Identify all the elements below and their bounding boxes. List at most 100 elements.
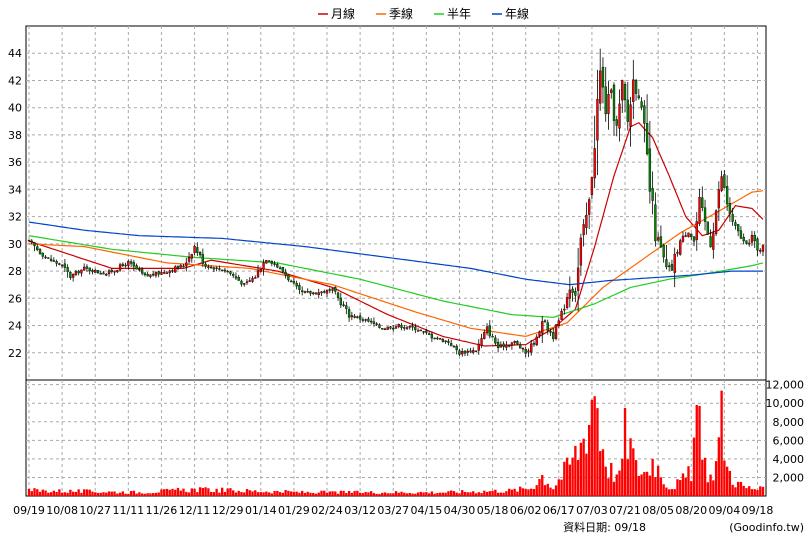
candle — [312, 291, 315, 296]
volume-bar — [367, 492, 370, 496]
candle — [687, 232, 690, 238]
candle — [55, 259, 58, 267]
candle — [165, 271, 169, 274]
volume-bar — [358, 492, 362, 496]
volume-bar — [621, 458, 624, 496]
candle — [725, 175, 729, 211]
x-tick-label: 04/30 — [444, 504, 476, 517]
volume-bar — [632, 448, 635, 496]
volume-bar — [687, 466, 690, 496]
volume-bar — [372, 493, 376, 496]
candle — [543, 319, 547, 324]
volume-bar — [571, 457, 574, 496]
price-tick-label: 42 — [8, 74, 22, 87]
volume-bar — [560, 479, 563, 496]
volume-bar — [190, 488, 193, 496]
candle — [306, 288, 309, 293]
candle — [207, 264, 210, 270]
volume-bar — [171, 488, 174, 496]
volume-bar — [193, 488, 196, 496]
volume-bar — [645, 471, 649, 496]
candle — [204, 261, 207, 269]
candle — [99, 270, 102, 275]
volume-bar — [698, 405, 701, 496]
candlesticks — [27, 48, 765, 358]
volume-bar — [187, 492, 191, 496]
candle — [739, 226, 743, 240]
volume-bar — [160, 489, 163, 496]
volume-bar — [49, 492, 53, 496]
volume-bar — [706, 482, 709, 496]
candle — [251, 275, 254, 283]
volume-bar — [347, 491, 351, 496]
candle — [386, 326, 389, 330]
candle — [182, 263, 185, 268]
legend-item-month: 月線 — [318, 6, 355, 21]
volume-bar — [146, 493, 149, 496]
volume-bar — [107, 491, 111, 496]
volume-bar — [163, 489, 166, 496]
candle — [698, 188, 701, 227]
volume-bar — [113, 491, 116, 496]
volume-bar — [703, 457, 707, 496]
volume-bar — [179, 490, 182, 496]
price-tick-label: 34 — [8, 183, 22, 196]
x-tick-label: 01/14 — [245, 504, 277, 517]
candle — [58, 262, 61, 266]
volume-bar — [381, 492, 384, 496]
volume-bar — [720, 390, 723, 496]
candle — [152, 271, 155, 277]
volume-bar — [480, 492, 483, 496]
volume-bar — [143, 493, 147, 496]
candle — [695, 212, 698, 251]
candle — [201, 248, 205, 268]
volume-bar — [99, 492, 102, 496]
x-tick-label: 03/12 — [344, 504, 376, 517]
candle — [220, 269, 224, 272]
volume-bar — [414, 493, 417, 496]
candle — [94, 268, 97, 273]
volume-bar — [530, 488, 533, 496]
candle — [433, 337, 436, 340]
candle — [350, 311, 354, 321]
volume-bar — [312, 492, 315, 496]
candle — [320, 291, 323, 296]
volume-bar — [339, 490, 342, 496]
candle — [273, 260, 276, 267]
candle — [113, 270, 116, 276]
candle — [502, 341, 505, 351]
candle — [607, 81, 610, 130]
volume-bar — [742, 485, 745, 496]
candle — [590, 176, 594, 200]
candle — [36, 244, 39, 252]
volume-bar — [430, 491, 434, 496]
volume-bar — [458, 493, 461, 496]
candle — [411, 322, 414, 331]
volume-bar — [157, 492, 160, 496]
volume-bar — [565, 457, 569, 496]
candle — [483, 329, 486, 340]
candle — [425, 329, 428, 335]
volume-bar — [174, 489, 177, 496]
candle — [645, 94, 649, 156]
x-tick-label: 01/29 — [278, 504, 310, 517]
price-tick-label: 32 — [8, 211, 22, 224]
volume-bar — [105, 492, 108, 496]
candle — [30, 239, 33, 245]
candle — [196, 242, 199, 257]
candle — [38, 248, 42, 255]
candle — [679, 238, 682, 256]
x-tick-label: 10/27 — [79, 504, 111, 517]
candle — [345, 301, 348, 315]
volume-bar — [474, 493, 478, 496]
candle — [157, 270, 160, 278]
candle — [262, 259, 265, 276]
candle — [234, 272, 238, 281]
volume-bar — [739, 481, 743, 496]
candle — [604, 67, 607, 122]
candle — [107, 269, 111, 277]
volume-bar — [623, 407, 627, 496]
volume-bar — [634, 460, 638, 496]
volume-bar — [273, 491, 276, 496]
candle — [623, 81, 627, 113]
